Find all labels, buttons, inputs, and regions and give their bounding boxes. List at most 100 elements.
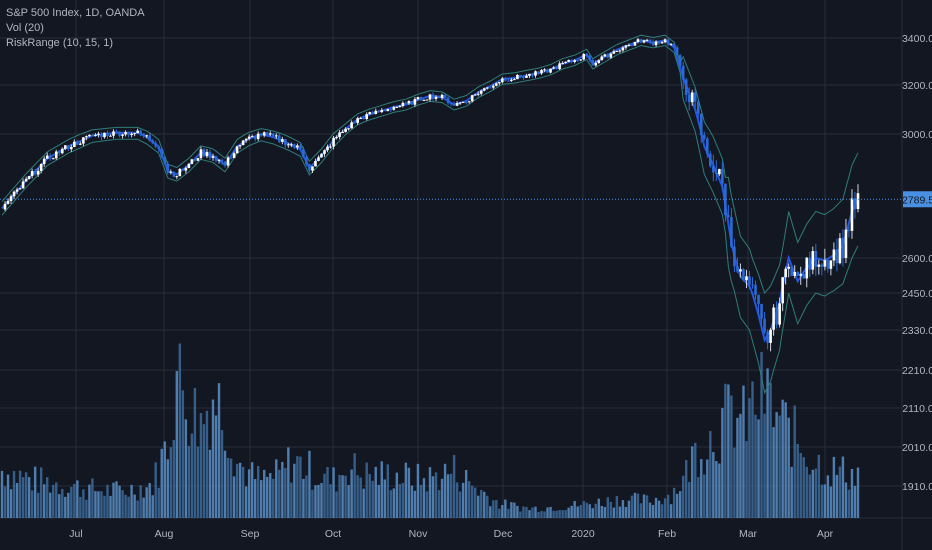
- riskrange-indicator-label[interactable]: RiskRange (10, 15, 1): [6, 37, 113, 49]
- candle-body: [727, 215, 730, 218]
- volume-bar: [368, 473, 371, 518]
- volume-bar: [778, 415, 781, 518]
- volume-bar: [808, 474, 811, 518]
- candle-body: [157, 146, 161, 150]
- volume-bar: [88, 484, 91, 518]
- candle-body: [30, 171, 34, 176]
- volume-bar: [769, 382, 772, 518]
- candle-body: [657, 41, 661, 44]
- volume-bar: [591, 508, 594, 518]
- volume-bar: [461, 482, 465, 518]
- candle-body: [314, 160, 317, 167]
- volume-bar: [531, 507, 534, 518]
- volume-bar: [33, 466, 37, 518]
- volume-bar: [61, 488, 64, 518]
- candle-body: [220, 159, 224, 162]
- y-tick-label: 3200.0: [902, 80, 932, 92]
- volume-bar: [329, 484, 332, 518]
- volume-bar: [18, 470, 22, 518]
- candle-body: [787, 266, 790, 269]
- candle-body: [850, 198, 854, 231]
- price-axis[interactable]: 3400.0 3200.0 3000.0 2600.0 2450.0 2330.0 2210…: [902, 33, 932, 493]
- volume-bar: [154, 462, 157, 518]
- volume-bar: [633, 492, 637, 518]
- volume-bar: [157, 487, 160, 518]
- volume-bar: [76, 480, 79, 518]
- candle-body: [528, 73, 531, 76]
- volume-bar: [501, 505, 504, 518]
- volume-bar: [820, 484, 824, 518]
- volume-bar: [543, 511, 546, 518]
- candle-body: [690, 92, 694, 103]
- volume-bar: [606, 497, 610, 518]
- volume-bar: [603, 506, 607, 518]
- candle-body: [531, 73, 534, 76]
- candle-body: [684, 79, 688, 95]
- volume-bar: [721, 407, 724, 518]
- volume-bar: [733, 447, 736, 518]
- candle-body: [259, 133, 263, 136]
- volume-bar: [15, 483, 19, 518]
- candle-body: [498, 82, 501, 84]
- volume-bar: [805, 466, 808, 518]
- volume-bar: [612, 507, 616, 518]
- volume-bar: [256, 466, 260, 518]
- volume-bar: [422, 478, 426, 518]
- candle-body: [443, 94, 447, 98]
- y-tick-label: 2330.0: [902, 325, 932, 337]
- volume-bar: [730, 395, 733, 518]
- candle-body: [742, 269, 745, 281]
- volume-bar: [42, 484, 46, 518]
- volume-bar: [537, 512, 540, 518]
- volume-bar: [166, 459, 169, 518]
- candle-body: [118, 131, 121, 136]
- candle-body: [588, 55, 592, 60]
- candle-body: [3, 203, 7, 210]
- volume-bar: [513, 502, 516, 518]
- x-tick-label: Jul: [69, 528, 82, 540]
- candle-body: [356, 118, 359, 123]
- volume-bar: [467, 481, 471, 518]
- candle-body: [597, 60, 601, 63]
- candle-body: [145, 135, 148, 137]
- symbol-title[interactable]: S&P 500 Index, 1D, OANDA: [6, 7, 145, 19]
- volume-bar: [697, 477, 700, 518]
- candle-body: [724, 183, 727, 216]
- volume-bar: [223, 450, 227, 518]
- candle-body: [573, 60, 576, 62]
- candle-body: [660, 42, 664, 44]
- last-price-line: 2789.5: [0, 191, 932, 208]
- candle-body: [422, 99, 426, 101]
- volume-bar: [27, 477, 31, 518]
- candle-body: [106, 132, 109, 136]
- candle-body: [241, 140, 245, 146]
- volume-bar: [549, 506, 552, 518]
- candle-body: [362, 117, 365, 120]
- candle-body: [97, 133, 100, 135]
- volume-bar: [293, 463, 296, 518]
- volume-bar: [552, 510, 555, 518]
- volume-bar: [576, 506, 579, 518]
- candle-body: [702, 135, 706, 139]
- volume-bar: [504, 499, 507, 518]
- volume-bar: [419, 484, 423, 518]
- candle-body: [519, 74, 522, 78]
- volume-bar: [332, 467, 335, 518]
- volume-bar: [826, 475, 830, 518]
- y-tick-label: 3400.0: [902, 33, 932, 45]
- volume-indicator-label[interactable]: Vol (20): [6, 22, 44, 34]
- candle-body: [817, 264, 821, 267]
- volume-bar: [760, 352, 763, 518]
- candle-body: [847, 229, 851, 231]
- candle-body: [12, 191, 16, 197]
- candle-body: [826, 260, 830, 269]
- volume-bar: [700, 459, 703, 518]
- time-axis[interactable]: Jul Aug Sep Oct Nov Dec 2020 Feb Mar Apr: [69, 528, 833, 540]
- volume-bar: [736, 417, 739, 518]
- volume-bar: [486, 495, 489, 518]
- volume-bar: [470, 485, 474, 518]
- candle-body: [256, 133, 260, 140]
- volume-bar: [311, 489, 314, 518]
- candle-body: [654, 41, 658, 46]
